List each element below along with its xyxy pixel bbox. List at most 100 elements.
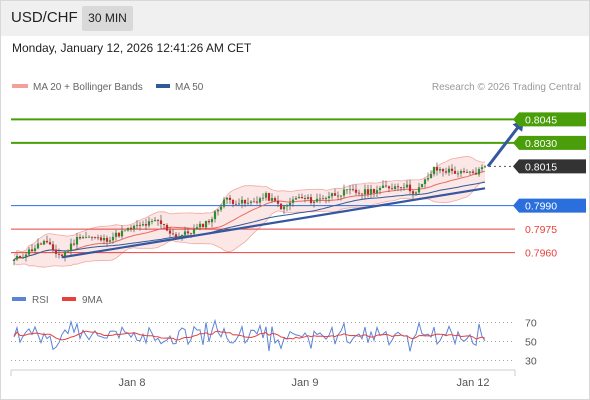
- moving-averages: [13, 170, 486, 260]
- candle: [156, 218, 160, 226]
- candle: [108, 236, 112, 244]
- level-label-support: 0.7960: [525, 248, 557, 260]
- candle: [111, 232, 115, 244]
- ma20-line: [13, 170, 486, 260]
- candle: [285, 203, 289, 212]
- candle: [33, 244, 37, 255]
- candle: [105, 235, 109, 247]
- level-tag-pivot: 0.7990: [513, 198, 586, 213]
- rsi-tick-label: 70: [525, 318, 537, 330]
- candle: [291, 196, 295, 207]
- candle: [318, 193, 322, 204]
- x-axis: Jan 8 Jan 9 Jan 12: [10, 369, 516, 389]
- timeframe-badge[interactable]: 30 MIN: [82, 6, 133, 31]
- candle: [201, 223, 205, 228]
- level-tag-background: [513, 159, 586, 174]
- rsi-line: [13, 318, 486, 352]
- candle: [93, 236, 97, 240]
- candle: [117, 232, 121, 238]
- candle: [123, 230, 127, 232]
- candle: [141, 220, 145, 227]
- candle: [114, 229, 118, 241]
- x-tick-label: Jan 8: [119, 377, 146, 389]
- candle: [354, 184, 358, 196]
- chart-datetime: Monday, January 12, 2026 12:41:26 AM CET: [12, 41, 252, 55]
- candle: [387, 185, 391, 193]
- candle: [249, 200, 253, 206]
- candle: [258, 196, 262, 207]
- candle: [279, 202, 283, 210]
- candle: [252, 197, 256, 203]
- candle: [99, 235, 103, 242]
- candle: [267, 192, 271, 201]
- candle: [15, 253, 19, 261]
- candle: [240, 196, 244, 209]
- candle: [363, 184, 367, 200]
- research-credit: Research © 2026 Trading Central: [432, 82, 581, 93]
- candle: [312, 200, 316, 208]
- candle: [84, 231, 88, 239]
- candle: [309, 193, 313, 205]
- candle: [54, 244, 58, 258]
- rsi-tick-label: 50: [525, 337, 537, 349]
- candle: [162, 223, 166, 229]
- candle: [66, 249, 70, 254]
- candle: [459, 169, 463, 178]
- candle: [465, 169, 469, 173]
- candle: [138, 221, 142, 231]
- candle: [24, 251, 28, 262]
- level-tag-current: 0.8015: [513, 159, 586, 174]
- rsi-legend: RSI 9MA: [12, 295, 103, 306]
- candle: [468, 171, 472, 176]
- candle: [450, 164, 454, 175]
- ma50-legend-label: MA 50: [175, 82, 204, 93]
- candle: [198, 221, 202, 231]
- candle: [351, 184, 355, 192]
- rsi-legend-label: RSI: [32, 295, 49, 306]
- candle: [207, 218, 211, 225]
- candle: [270, 193, 274, 204]
- candle: [414, 191, 418, 196]
- level-tag-resistance: 0.8045: [513, 112, 586, 127]
- candle: [477, 167, 481, 177]
- candlesticks: [12, 162, 487, 266]
- candle: [411, 190, 415, 199]
- candle: [321, 195, 325, 200]
- level-tag-text: 0.7990: [525, 201, 557, 213]
- candle: [483, 165, 487, 168]
- candle: [429, 170, 433, 179]
- candle: [234, 200, 238, 205]
- candle: [183, 226, 187, 238]
- x-tick-label: Jan 12: [456, 377, 489, 389]
- candle: [393, 183, 397, 191]
- candle: [159, 214, 163, 230]
- candle: [210, 216, 214, 228]
- candle: [228, 194, 232, 204]
- candle: [453, 166, 457, 174]
- candle: [237, 198, 241, 206]
- level-labels: 0.8045 0.8030 0.8015 0.7990 0.7975 0.7960: [513, 112, 586, 260]
- ma9-legend-swatch: [62, 297, 76, 301]
- candle: [72, 239, 76, 247]
- candle: [402, 183, 406, 191]
- candle: [435, 162, 439, 176]
- candle: [297, 193, 301, 199]
- ma9-legend-label: 9MA: [82, 295, 103, 306]
- candle: [360, 193, 364, 200]
- candle: [396, 183, 400, 192]
- candle: [369, 184, 373, 198]
- candle: [348, 185, 352, 195]
- bollinger-upper: [13, 156, 486, 256]
- candle: [423, 178, 427, 188]
- candle: [471, 169, 475, 175]
- candle: [153, 216, 157, 222]
- candle: [276, 195, 280, 208]
- candle: [474, 167, 478, 175]
- level-label-support: 0.7975: [525, 224, 557, 236]
- candle: [246, 197, 250, 206]
- candle: [288, 197, 292, 211]
- candle: [222, 196, 226, 209]
- level-tag-background: [513, 112, 586, 127]
- trendline: [61, 187, 486, 259]
